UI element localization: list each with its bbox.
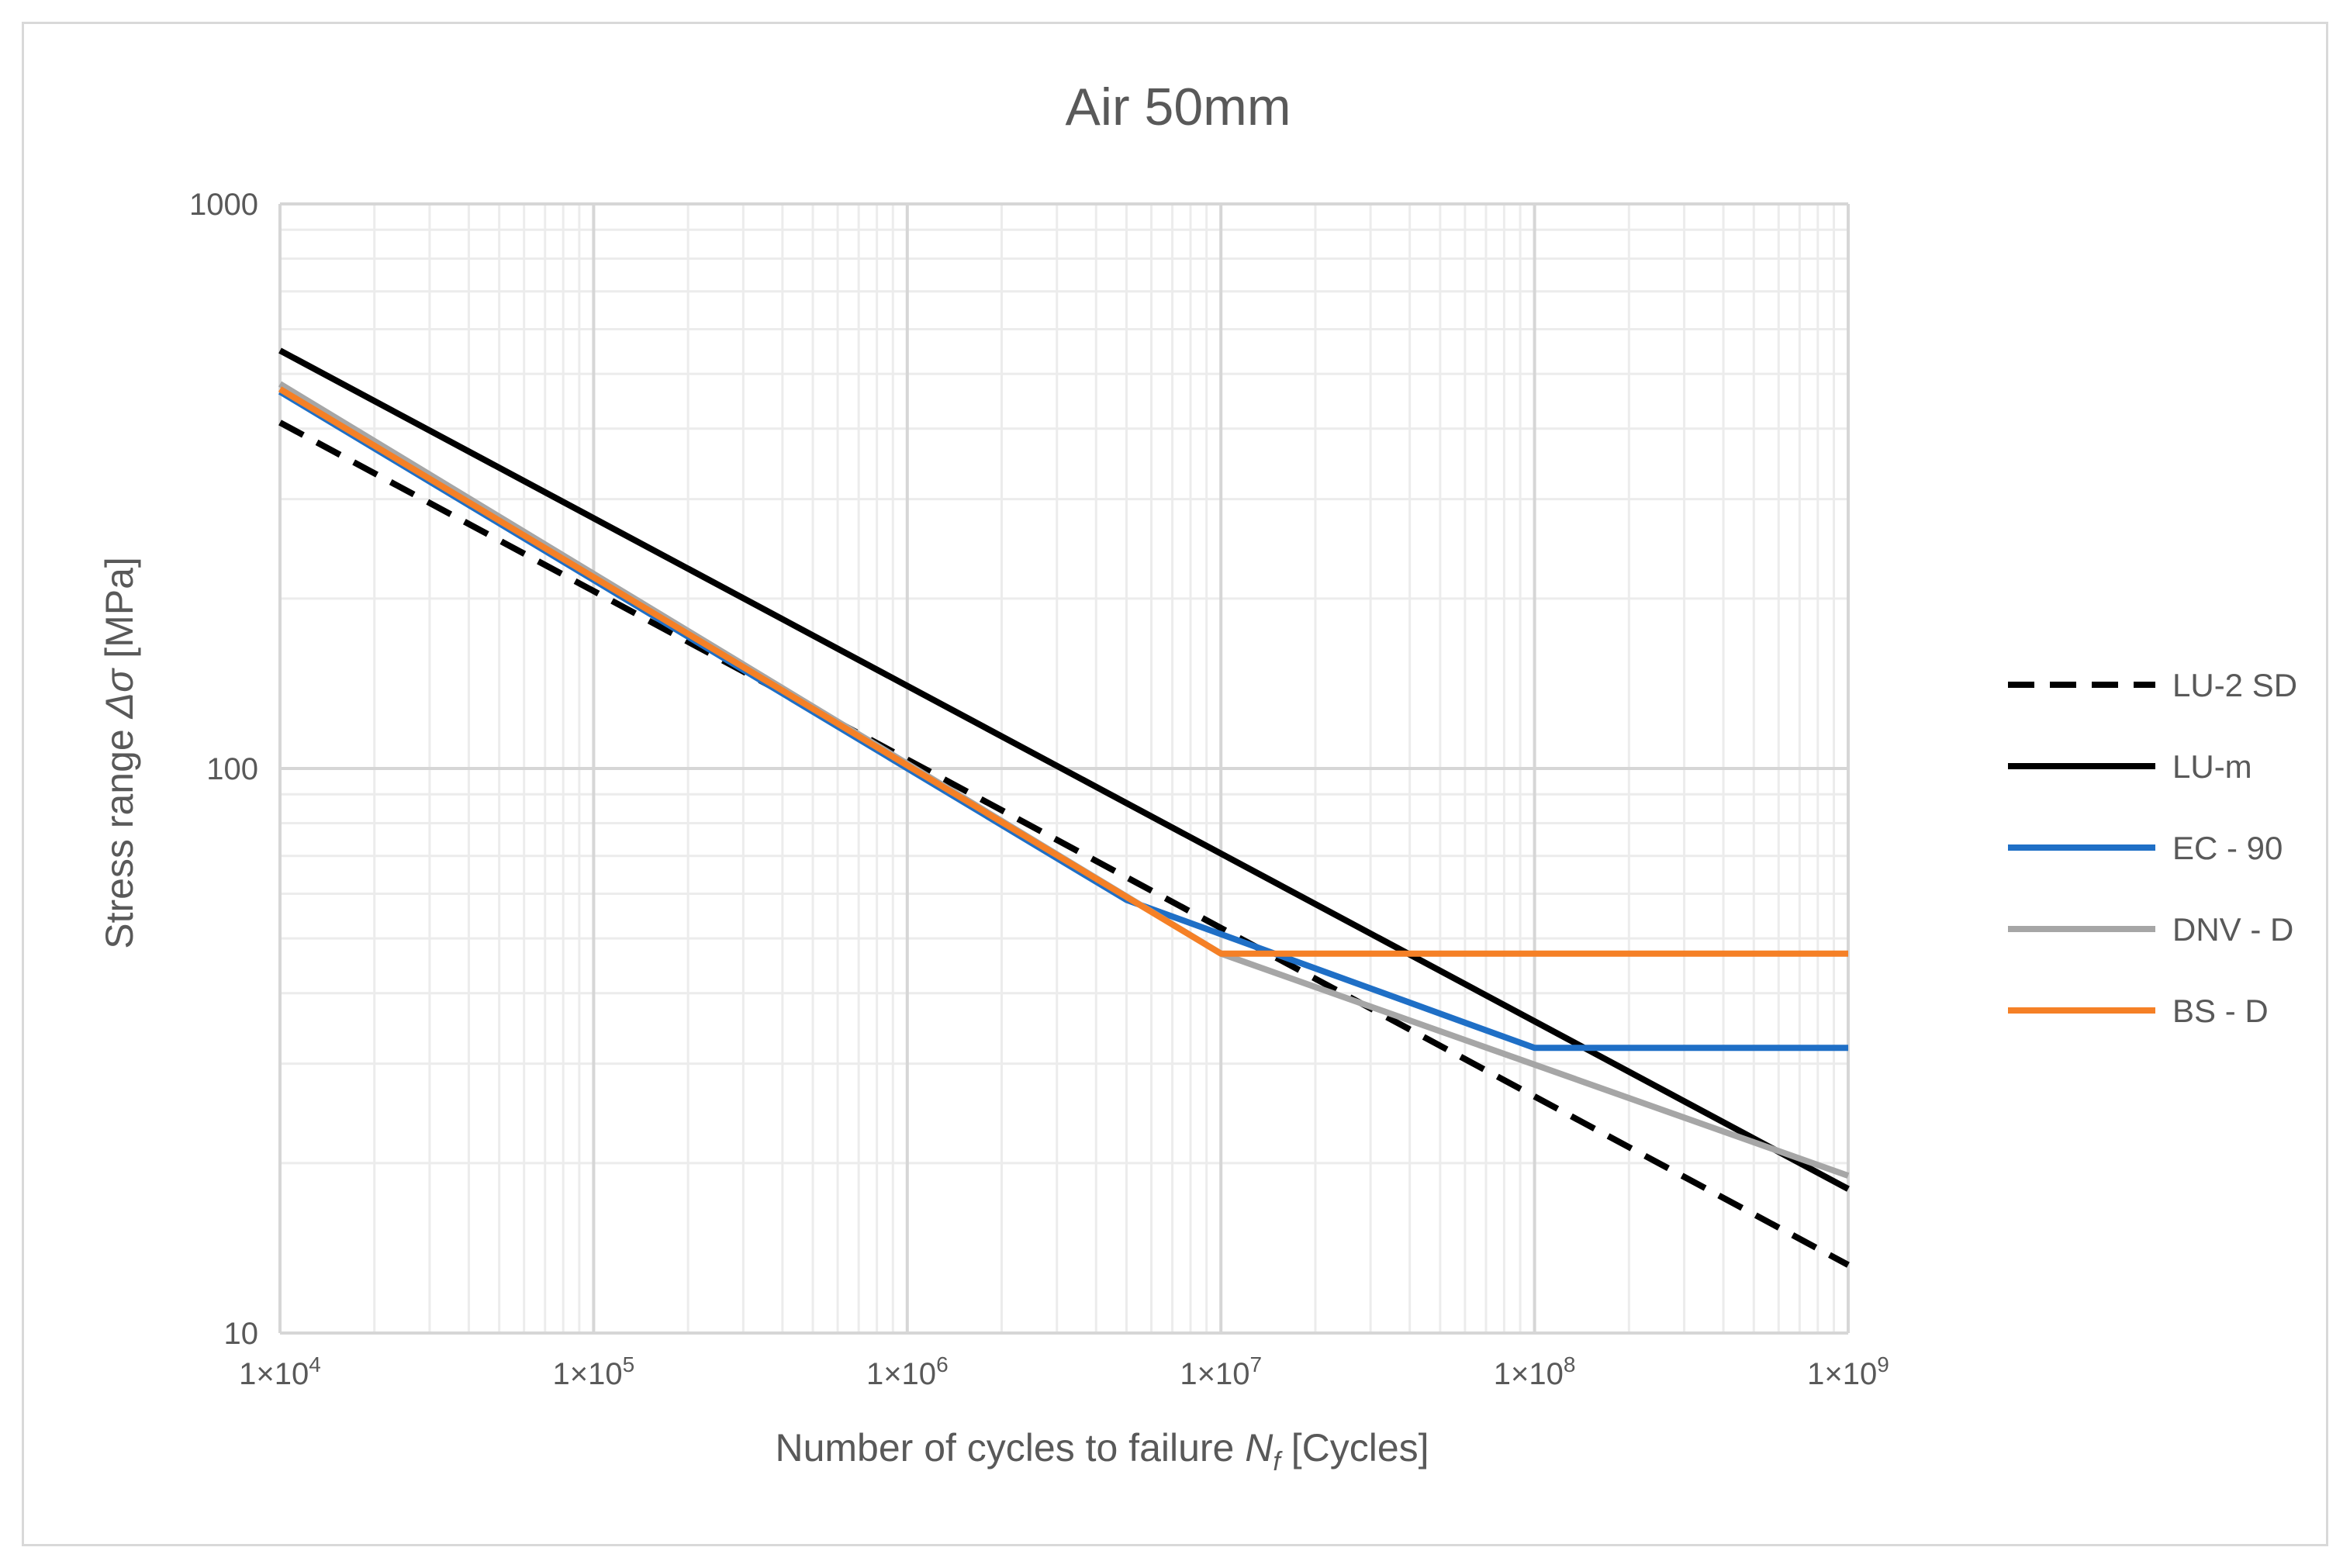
y-tick-label: 1000 bbox=[189, 188, 258, 222]
chart-frame: Air 50mm 1×104 1×105 1×106 1×107 1×108 1×109 … bbox=[22, 22, 2328, 1546]
legend-label: EC - 90 bbox=[2172, 830, 2283, 866]
legend-label: BS - D bbox=[2172, 993, 2269, 1029]
y-tick-label: 100 bbox=[206, 752, 258, 786]
y-tick-label: 10 bbox=[224, 1317, 259, 1351]
x-tick-label: 1×106 bbox=[866, 1352, 949, 1391]
chart: Air 50mm 1×104 1×105 1×106 1×107 1×108 1×109 … bbox=[98, 78, 2297, 1476]
series-line-lu-2-sd bbox=[278, 420, 1850, 1268]
x-tick-label: 1×108 bbox=[1494, 1352, 1576, 1391]
legend: LU-2 SD LU-m EC - 90 DNV - D BS - D bbox=[2008, 667, 2297, 1029]
series-line-bs-d bbox=[278, 386, 1848, 957]
legend-label: LU-2 SD bbox=[2172, 667, 2297, 703]
legend-label: DNV - D bbox=[2172, 911, 2293, 948]
x-tick-label: 1×104 bbox=[239, 1352, 321, 1391]
x-axis-ticks: 1×104 1×105 1×106 1×107 1×108 1×109 bbox=[239, 1352, 1889, 1391]
x-axis-label: Number of cycles to failure Nf [Cycles] bbox=[775, 1426, 1429, 1476]
series-lines bbox=[278, 347, 1850, 1268]
series-line-ec-90 bbox=[278, 389, 1848, 1052]
chart-title: Air 50mm bbox=[1066, 78, 1291, 136]
y-axis-ticks: 10 100 1000 bbox=[189, 188, 258, 1351]
y-axis-label: Stress range Δσ [MPa] bbox=[98, 557, 141, 949]
legend-label: LU-m bbox=[2172, 748, 2252, 785]
x-tick-label: 1×105 bbox=[553, 1352, 635, 1391]
series-line-dnv-d bbox=[278, 381, 1850, 1179]
x-tick-label: 1×109 bbox=[1807, 1352, 1889, 1391]
x-tick-label: 1×107 bbox=[1180, 1352, 1262, 1391]
